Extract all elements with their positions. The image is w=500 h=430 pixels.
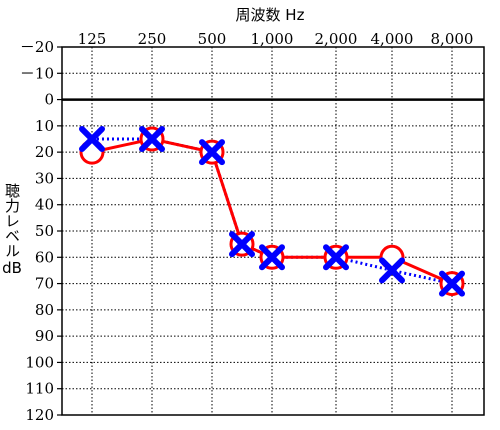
y-axis-unit: dB bbox=[2, 259, 22, 277]
cross-stroke bbox=[199, 139, 225, 166]
cross-marker bbox=[323, 244, 349, 271]
x-tick-label: 2,000 bbox=[315, 30, 358, 48]
y-tick-label: 30 bbox=[35, 169, 54, 187]
cross-stroke bbox=[79, 126, 105, 152]
cross-marker bbox=[439, 270, 465, 297]
y-tick-labels: －20 －10 0 10 20 30 40 50 60 70 80 90 100 110 120 bbox=[20, 38, 54, 424]
y-tick-label: 20 bbox=[35, 143, 54, 161]
cross-marker bbox=[379, 257, 405, 284]
y-tick-label: －10 bbox=[20, 64, 54, 82]
y-tick-label: 0 bbox=[44, 91, 54, 109]
y-tick-label: 110 bbox=[25, 380, 54, 398]
y-axis-title-group: 聴力レベル dB bbox=[2, 183, 22, 278]
y-tick-label: 90 bbox=[35, 327, 54, 345]
y-tick-label: 10 bbox=[35, 117, 54, 135]
x-tick-label: 125 bbox=[78, 30, 107, 48]
y-tick-label: 50 bbox=[35, 222, 54, 240]
y-axis-title: 聴力レベル bbox=[3, 183, 21, 258]
x-tick-label: 8,000 bbox=[431, 30, 474, 48]
cross-stroke bbox=[323, 244, 349, 271]
x-tick-label: 4,000 bbox=[371, 30, 414, 48]
cross-marker bbox=[79, 126, 105, 152]
x-tick-label: 250 bbox=[138, 30, 167, 48]
y-tick-label: －20 bbox=[20, 38, 54, 56]
x-tick-label: 1,000 bbox=[251, 30, 294, 48]
y-tick-label: 80 bbox=[35, 301, 54, 319]
cross-marker bbox=[139, 126, 165, 152]
cross-marker bbox=[259, 244, 285, 271]
y-tick-label: 120 bbox=[25, 406, 54, 424]
cross-stroke bbox=[379, 257, 405, 284]
x-tick-labels: 125 250 500 1,000 2,000 4,000 8,000 bbox=[78, 30, 474, 48]
cross-stroke bbox=[259, 244, 285, 271]
y-tick-label: 100 bbox=[25, 353, 54, 371]
y-tick-label: 60 bbox=[35, 248, 54, 266]
cross-stroke bbox=[229, 231, 255, 258]
plot-frame bbox=[57, 46, 485, 416]
x-tick-label: 500 bbox=[198, 30, 227, 48]
cross-stroke bbox=[139, 126, 165, 152]
x-axis-title: 周波数 Hz bbox=[236, 6, 305, 24]
cross-marker bbox=[199, 139, 225, 166]
cross-stroke bbox=[439, 270, 465, 297]
y-tick-label: 40 bbox=[35, 196, 54, 214]
series-markers bbox=[79, 126, 465, 297]
grid bbox=[62, 46, 484, 416]
cross-marker bbox=[229, 231, 255, 258]
y-tick-label: 70 bbox=[35, 275, 54, 293]
